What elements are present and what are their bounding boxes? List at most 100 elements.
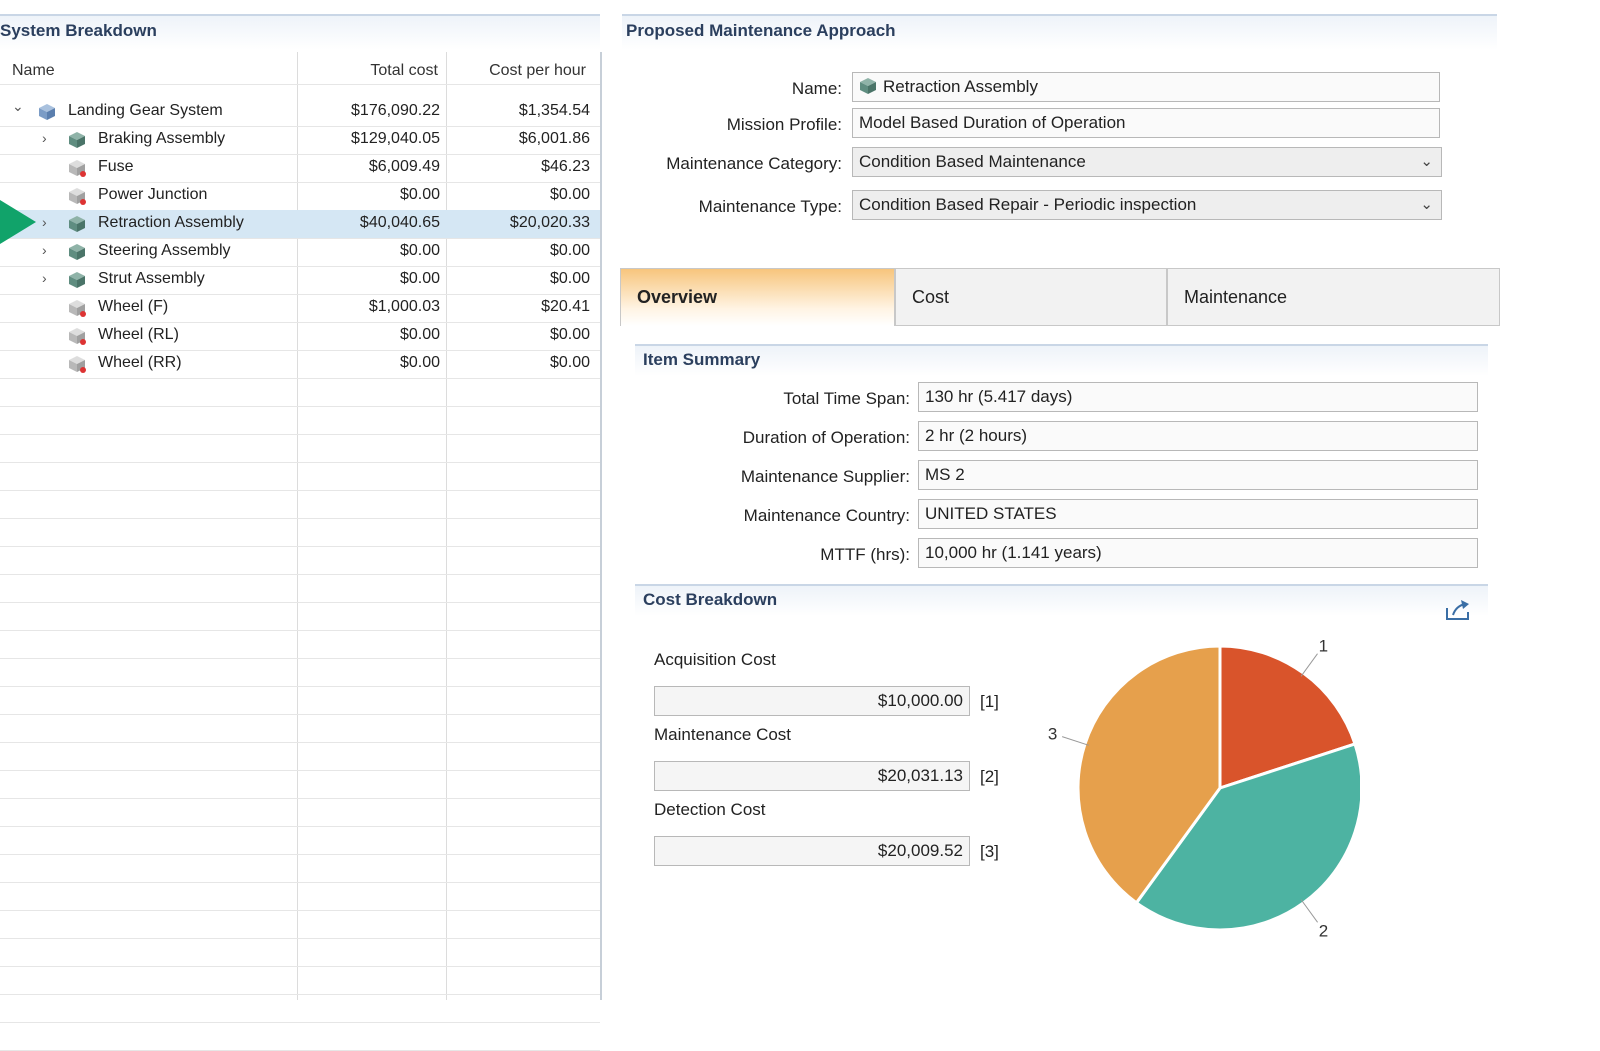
pie-leader-line bbox=[1061, 736, 1089, 746]
tree-item-name: Wheel (RR) bbox=[98, 354, 182, 371]
maintenance-type-value: Condition Based Repair - Periodic inspec… bbox=[859, 195, 1197, 214]
empty-row bbox=[0, 770, 600, 799]
system-breakdown-header: System Breakdown bbox=[0, 14, 600, 50]
summary-label: Maintenance Country: bbox=[743, 506, 910, 525]
empty-row bbox=[0, 658, 600, 687]
cost-item-label: Maintenance Cost bbox=[654, 725, 792, 744]
cost-item-tag: [1] bbox=[980, 692, 999, 711]
empty-row bbox=[0, 378, 600, 407]
empty-row bbox=[0, 882, 600, 911]
tree-row[interactable]: › Retraction Assembly $40,040.65 $20,020.33 bbox=[0, 210, 600, 239]
pie-label-2: 2 bbox=[1319, 921, 1328, 940]
tree-row[interactable]: Wheel (F) $1,000.03 $20.41 bbox=[0, 294, 600, 323]
summary-value-field[interactable]: 130 hr (5.417 days) bbox=[918, 382, 1478, 412]
empty-row bbox=[0, 574, 600, 603]
cube-icon bbox=[69, 272, 85, 288]
empty-row bbox=[0, 910, 600, 939]
export-icon[interactable] bbox=[1444, 598, 1472, 622]
empty-row bbox=[0, 462, 600, 491]
empty-row bbox=[0, 546, 600, 575]
tree-row[interactable]: Wheel (RR) $0.00 $0.00 bbox=[0, 350, 600, 379]
chevron-right-icon[interactable]: › bbox=[42, 242, 47, 258]
mission-profile-field[interactable]: Model Based Duration of Operation bbox=[852, 108, 1440, 138]
summary-value-field[interactable]: 2 hr (2 hours) bbox=[918, 421, 1478, 451]
tree-row[interactable]: Wheel (RL) $0.00 $0.00 bbox=[0, 322, 600, 351]
chevron-right-icon[interactable]: › bbox=[42, 214, 47, 230]
cube-icon bbox=[69, 244, 85, 260]
summary-label: MTTF (hrs): bbox=[820, 545, 910, 564]
cost-breakdown-title: Cost Breakdown bbox=[643, 590, 778, 609]
cost-item-value-field[interactable]: $10,000.00 bbox=[654, 686, 970, 716]
cost-item-value-field[interactable]: $20,009.52 bbox=[654, 836, 970, 866]
total-cost-cell: $1,000.03 bbox=[368, 298, 440, 315]
cost-item-value: $20,031.13 bbox=[877, 766, 963, 785]
empty-row bbox=[0, 434, 600, 463]
column-header-cost-per-hour[interactable]: Cost per hour bbox=[489, 62, 586, 79]
tree-row[interactable]: › Braking Assembly $129,040.05 $6,001.86 bbox=[0, 126, 600, 155]
maintenance-type-dropdown[interactable]: Condition Based Repair - Periodic inspec… bbox=[852, 190, 1442, 220]
total-cost-cell: $0.00 bbox=[399, 242, 440, 259]
cost-item-tag: [2] bbox=[980, 767, 999, 786]
cost-pie-chart: 1 2 3 bbox=[1048, 637, 1360, 940]
maintenance-category-dropdown[interactable]: Condition Based Maintenance ⌄ bbox=[852, 147, 1442, 177]
tree-row[interactable]: ⌄ Landing Gear System $176,090.22 $1,354.54 bbox=[0, 98, 600, 127]
tab-overview[interactable]: Overview bbox=[620, 268, 895, 326]
empty-row bbox=[0, 602, 600, 631]
cost-per-hour-cell: $0.00 bbox=[549, 354, 590, 371]
tree-row[interactable]: Fuse $6,009.49 $46.23 bbox=[0, 154, 600, 183]
chevron-right-icon[interactable]: › bbox=[42, 270, 47, 286]
chevron-down-icon[interactable]: ⌄ bbox=[12, 98, 24, 114]
column-header-name[interactable]: Name bbox=[12, 62, 55, 79]
pie-leader-line bbox=[1300, 653, 1318, 677]
system-icon bbox=[39, 104, 55, 120]
cost-per-hour-cell: $6,001.86 bbox=[518, 130, 590, 147]
tree-item-name: Braking Assembly bbox=[98, 130, 226, 147]
cost-per-hour-cell: $1,354.54 bbox=[518, 102, 590, 119]
system-breakdown-tree[interactable]: Name Total cost Cost per hour ⌄ Landing G… bbox=[0, 52, 602, 1051]
cube-icon bbox=[69, 132, 85, 148]
cube-icon bbox=[860, 78, 876, 94]
total-cost-cell: $40,040.65 bbox=[359, 214, 440, 231]
empty-row bbox=[0, 714, 600, 743]
summary-value: MS 2 bbox=[925, 465, 965, 484]
tree-row[interactable]: Power Junction $0.00 $0.00 bbox=[0, 182, 600, 211]
empty-row bbox=[0, 518, 600, 547]
pie-leader-line bbox=[1300, 899, 1318, 923]
tree-item-name: Fuse bbox=[98, 158, 134, 175]
summary-value-field[interactable]: MS 2 bbox=[918, 460, 1478, 490]
tab-cost[interactable]: Cost bbox=[895, 268, 1167, 326]
empty-row bbox=[0, 994, 600, 1023]
mission-profile-label: Mission Profile: bbox=[726, 115, 842, 134]
maintenance-category-label: Maintenance Category: bbox=[666, 154, 842, 173]
empty-row bbox=[0, 854, 600, 883]
chevron-down-icon[interactable]: ⌄ bbox=[1420, 196, 1433, 213]
tree-item-name: Wheel (F) bbox=[98, 298, 169, 315]
chevron-down-icon[interactable]: ⌄ bbox=[1420, 153, 1433, 170]
summary-value: 10,000 hr (1.141 years) bbox=[925, 543, 1102, 562]
cost-item-value-field[interactable]: $20,031.13 bbox=[654, 761, 970, 791]
summary-value: 130 hr (5.417 days) bbox=[925, 387, 1073, 406]
name-field[interactable]: Retraction Assembly bbox=[852, 72, 1440, 102]
tree-row[interactable]: › Strut Assembly $0.00 $0.00 bbox=[0, 266, 600, 295]
cost-per-hour-cell: $0.00 bbox=[549, 242, 590, 259]
column-header-total-cost[interactable]: Total cost bbox=[370, 62, 438, 79]
summary-value-field[interactable]: UNITED STATES bbox=[918, 499, 1478, 529]
summary-value: UNITED STATES bbox=[925, 504, 1057, 523]
empty-row bbox=[0, 490, 600, 519]
tree-row[interactable]: › Steering Assembly $0.00 $0.00 bbox=[0, 238, 600, 267]
selection-pointer-arrow bbox=[0, 200, 36, 244]
chevron-right-icon[interactable]: › bbox=[42, 130, 47, 146]
tree-item-name: Strut Assembly bbox=[98, 270, 205, 287]
tab-maintenance[interactable]: Maintenance bbox=[1167, 268, 1500, 326]
item-summary-title: Item Summary bbox=[643, 350, 761, 369]
cost-per-hour-cell: $20,020.33 bbox=[509, 214, 590, 231]
column-divider bbox=[446, 52, 447, 1000]
summary-value-field[interactable]: 10,000 hr (1.141 years) bbox=[918, 538, 1478, 568]
total-cost-cell: $0.00 bbox=[399, 186, 440, 203]
name-value: Retraction Assembly bbox=[883, 77, 1038, 96]
name-label: Name: bbox=[791, 79, 842, 98]
empty-row bbox=[0, 826, 600, 855]
cost-item-label: Detection Cost bbox=[654, 800, 766, 819]
proposed-approach-title: Proposed Maintenance Approach bbox=[626, 21, 896, 40]
maintenance-type-label: Maintenance Type: bbox=[698, 197, 842, 216]
